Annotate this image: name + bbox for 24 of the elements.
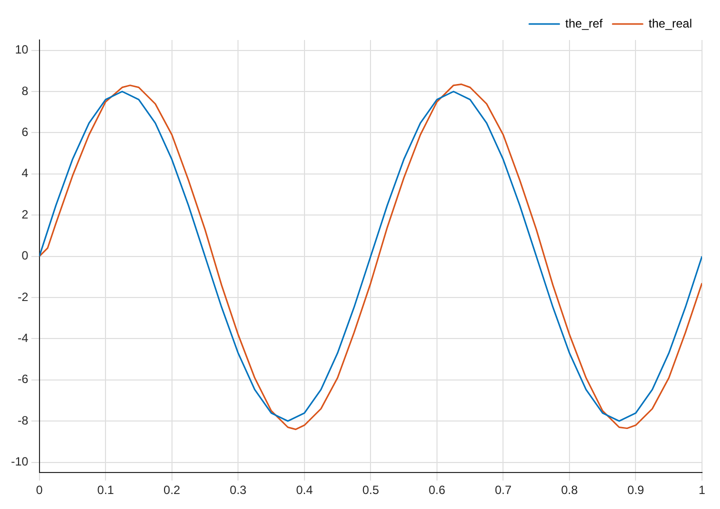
legend-label: the_real <box>648 16 692 30</box>
x-tick-label: 0.3 <box>230 483 247 498</box>
y-tick-label: 0 <box>22 248 29 263</box>
y-tick-label: -6 <box>18 372 29 386</box>
x-tick-label: 0.2 <box>164 483 181 498</box>
x-tick-label: 0.7 <box>494 483 512 498</box>
x-tick-label: 1 <box>698 483 706 498</box>
x-tick-label: 0.6 <box>428 483 446 498</box>
y-tick-label: -4 <box>18 331 29 346</box>
y-tick-label: 2 <box>22 207 29 222</box>
legend-label: the_ref <box>565 16 604 30</box>
y-tick-label: 10 <box>14 42 29 57</box>
y-tick-label: 4 <box>22 166 29 180</box>
y-tick-label: 8 <box>22 84 29 98</box>
x-tick-label: 0.9 <box>627 483 644 498</box>
y-tick-label: -8 <box>18 413 29 428</box>
x-tick-label: 0.5 <box>362 483 380 498</box>
x-tick-label: 0.4 <box>296 483 314 498</box>
y-tick-label: -2 <box>18 290 29 304</box>
x-tick-label: 0.1 <box>97 483 114 498</box>
y-tick-label: 6 <box>22 125 29 140</box>
x-tick-label: 0 <box>36 483 43 498</box>
x-tick-label: 0.8 <box>561 483 578 498</box>
y-tick-label: -10 <box>11 454 29 469</box>
